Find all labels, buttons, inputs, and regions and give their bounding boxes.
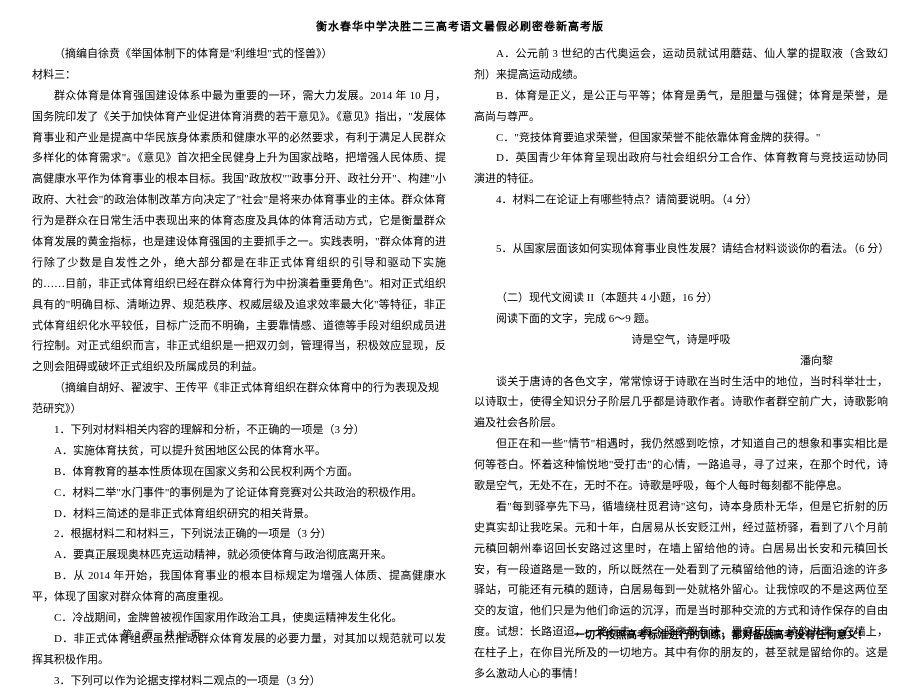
article-p3: 看"每到驿亭先下马，循墙绕柱觅君诗"这句，诗本身质朴无华，但是它折射的历史真实却… xyxy=(474,497,888,685)
q1-option-c: C．材料二举"水门事件"的事例是为了论证体育竞赛对公共政治的积极作用。 xyxy=(32,483,446,504)
reading-instruction: 阅读下面的文字，完成 6～9 题。 xyxy=(474,309,888,330)
article-p2: 但正在和一些"情节"相遇时，我仍然感到吃惊，才知道自己的想象和事实相比是何等苍白… xyxy=(474,434,888,497)
material3-label: 材料三： xyxy=(32,65,446,86)
material3-body: 群众体育是体育强国建设体系中最为重要的一环，需大力发展。2014 年 10 月，… xyxy=(32,86,446,378)
page-number: 第 2 页 共 13 页 xyxy=(32,627,201,642)
page-footer: 第 2 页 共 13 页 一切不按照高考标准进行的训练，都对备战高考没有任何意义… xyxy=(32,627,888,642)
q2-option-c: C．冷战期间，金牌曾被视作国家用作政治工具，使奥运精神发生化化。 xyxy=(32,608,446,629)
article-author: 潘向黎 xyxy=(474,351,888,372)
q3-stem: 3．下列可以作为论据支撑材料二观点的一项是（3 分） xyxy=(32,671,446,692)
q1-option-b: B．体育教育的基本性质体现在国家义务和公民权利两个方面。 xyxy=(32,462,446,483)
source-citation-1: （摘编自徐贲《举国体制下的体育是"利维坦"式的怪兽》） xyxy=(32,44,446,65)
article-title: 诗是空气，诗是呼吸 xyxy=(474,330,888,351)
two-column-layout: （摘编自徐贲《举国体制下的体育是"利维坦"式的怪兽》） 材料三： 群众体育是体育… xyxy=(32,44,888,692)
footer-tagline: 一切不按照高考标准进行的训练，都对备战高考没有任何意义！ xyxy=(574,627,888,642)
source-citation-2: （摘编自胡好、翟波宇、王传平《非正式体育组织在群众体育中的行为表现及规范研究》） xyxy=(32,378,446,420)
q2-option-b: B．从 2014 年开始，我国体育事业的根本目标规定为增强人体质、提高健康水平，… xyxy=(32,566,446,608)
q3-option-b: B．体育是正义，是公正与平等；体育是勇气，是胆量与强健；体育是荣誉，是高尚与尊严… xyxy=(474,86,888,128)
section-heading: （二）现代文阅读 II（本题共 4 小题，16 分） xyxy=(474,288,888,309)
q1-option-a: A．实施体育扶贫，可以提升贫困地区公民的体育水平。 xyxy=(32,441,446,462)
q2-stem: 2．根据材料二和材料三，下列说法正确的一项是（3 分） xyxy=(32,524,446,545)
q1-option-d: D．材料三简述的是非正式体育组织研究的相关背景。 xyxy=(32,504,446,525)
q3-option-c: C．"竞技体育要追求荣誉，但国家荣誉不能依靠体育金牌的获得。" xyxy=(474,128,888,149)
q5-stem: 5．从国家层面该如何实现体育事业良性发展？请结合材料谈谈你的看法。（6 分） xyxy=(474,239,888,260)
q3-option-d: D．英国青少年体育呈现出政府与社会组织分工合作、体育教育与竞技运动协同演进的特征… xyxy=(474,148,888,190)
q3-option-a: A．公元前 3 世纪的古代奥运会，运动员就试用蘑菇、仙人掌的提取液（含致幻剂）来… xyxy=(474,44,888,86)
q2-option-a: A．要真正展现奥林匹克运动精神，就必须使体育与政治彻底离开来。 xyxy=(32,545,446,566)
article-p1: 谈关于唐诗的各色文字，常常惊讶于诗歌在当时生活中的地位，当时科举壮士，以诗取士，… xyxy=(474,372,888,435)
q4-stem: 4．材料二在论证上有哪些特点？请简要说明。（4 分） xyxy=(474,190,888,211)
left-column: （摘编自徐贲《举国体制下的体育是"利维坦"式的怪兽》） 材料三： 群众体育是体育… xyxy=(32,44,446,692)
right-column: A．公元前 3 世纪的古代奥运会，运动员就试用蘑菇、仙人掌的提取液（含致幻剂）来… xyxy=(474,44,888,692)
q1-stem: 1．下列对材料相关内容的理解和分析，不正确的一项是（3 分） xyxy=(32,420,446,441)
page-header: 衡水春华中学决胜二三高考语文暑假必刷密卷新高考版 xyxy=(32,18,888,34)
